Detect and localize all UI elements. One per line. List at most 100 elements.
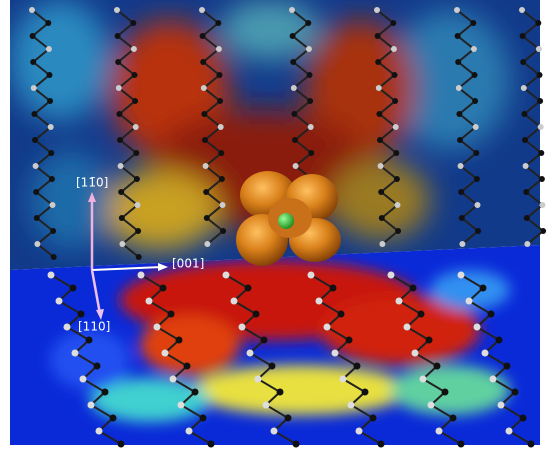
atom (119, 215, 125, 221)
atom (308, 150, 314, 156)
atom (474, 324, 481, 331)
atom (192, 389, 199, 396)
atom (114, 7, 120, 13)
atom (473, 150, 479, 156)
atom (524, 241, 530, 247)
atom (498, 402, 505, 409)
atom (31, 111, 37, 117)
atom (324, 324, 331, 331)
atom (454, 7, 460, 13)
atom (520, 33, 526, 39)
atom (378, 189, 384, 195)
atom (404, 324, 411, 331)
atom (458, 272, 465, 279)
atom (293, 163, 299, 169)
atom (217, 98, 223, 104)
atom (86, 337, 93, 344)
atom (277, 389, 284, 396)
atom (472, 98, 478, 104)
atom (134, 176, 140, 182)
atom (520, 415, 527, 422)
atom (393, 150, 399, 156)
atom (459, 215, 465, 221)
atom (458, 163, 464, 169)
atom (178, 402, 185, 409)
atom (418, 311, 425, 318)
atom (136, 254, 142, 260)
atom (204, 241, 210, 247)
atom (307, 72, 313, 78)
atom (119, 241, 125, 247)
atom (253, 311, 260, 318)
atom (47, 72, 53, 78)
atom (115, 33, 121, 39)
atom (133, 150, 139, 156)
atom (378, 163, 384, 169)
atom (506, 428, 513, 435)
atom (473, 124, 479, 130)
atom (474, 176, 480, 182)
atom (475, 202, 481, 208)
atom (88, 402, 95, 409)
atom (48, 272, 55, 279)
atom (218, 124, 224, 130)
atom (146, 298, 153, 305)
atom (80, 376, 87, 383)
atom (346, 337, 353, 344)
atom (519, 7, 525, 13)
axis-label: [110] (78, 320, 110, 334)
atom (395, 228, 401, 234)
atom (459, 241, 465, 247)
atom (455, 33, 461, 39)
atom (154, 324, 161, 331)
atom (31, 85, 37, 91)
atom (412, 350, 419, 357)
atom (410, 285, 417, 292)
atom (330, 285, 337, 292)
atom (170, 376, 177, 383)
atom (340, 376, 347, 383)
atom (48, 124, 54, 130)
atom (392, 98, 398, 104)
atom (34, 215, 40, 221)
atom (289, 7, 295, 13)
atom (72, 350, 79, 357)
atom (537, 72, 543, 78)
atom (115, 59, 121, 65)
atom (116, 111, 122, 117)
atom (45, 20, 51, 26)
atom (377, 137, 383, 143)
atom (308, 272, 315, 279)
atom (457, 137, 463, 143)
atom (522, 137, 528, 143)
atom (305, 20, 311, 26)
atom (458, 441, 465, 448)
atom (200, 33, 206, 39)
atom (290, 33, 296, 39)
atom (33, 163, 39, 169)
atom (132, 72, 138, 78)
atom (538, 124, 544, 130)
atom (96, 428, 103, 435)
atom (293, 441, 300, 448)
atom (442, 389, 449, 396)
atom (135, 228, 141, 234)
atom (203, 163, 209, 169)
atom (523, 163, 529, 169)
atom (375, 59, 381, 65)
atom (47, 98, 53, 104)
atom (535, 20, 541, 26)
visualization: [11̄0] [001] [110] (0, 0, 547, 456)
atom (49, 176, 55, 182)
atom (379, 215, 385, 221)
atom (490, 376, 497, 383)
atom (316, 298, 323, 305)
atom (434, 363, 441, 370)
atom (168, 311, 175, 318)
atom (536, 46, 542, 52)
atom (376, 85, 382, 91)
atom (78, 311, 85, 318)
atom (239, 324, 246, 331)
atom (208, 441, 215, 448)
atom (231, 298, 238, 305)
